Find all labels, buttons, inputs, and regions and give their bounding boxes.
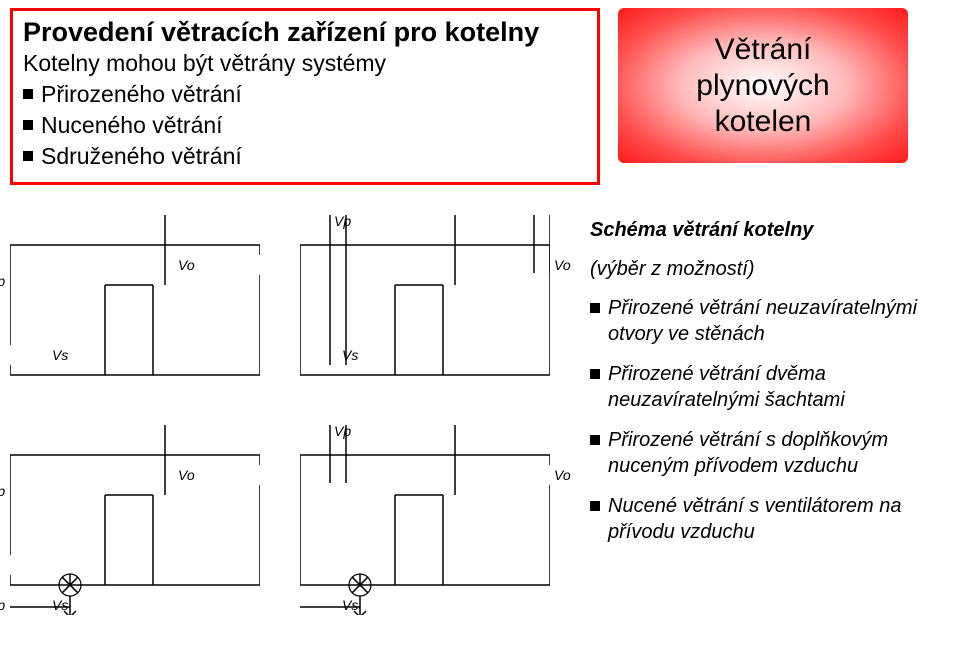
diagram-3: Vp Vp Vs Vo xyxy=(10,425,260,615)
description-item: Přirozené větrání neuzavíratelnými otvor… xyxy=(590,295,950,347)
label-vp: Vp xyxy=(0,483,5,499)
label-vo: Vo xyxy=(178,467,195,483)
badge-line: Větrání xyxy=(715,33,812,66)
diagrams-column: Vp Vs Vo Vp Vs Vo Vp Vp Vs Vo xyxy=(10,215,550,615)
description-column: Schéma větrání kotelny (výběr z možností… xyxy=(590,215,950,615)
subtitle: Kotelny mohou být větrány systémy xyxy=(23,50,587,77)
description-item: Přirozené větrání dvěma neuzavíratelnými… xyxy=(590,361,950,413)
diagram-1: Vp Vs Vo xyxy=(10,215,260,385)
header-bullet: Přirozeného větrání xyxy=(23,79,587,110)
badge-line: plynových xyxy=(696,69,829,102)
title-box: Provedení větracích zařízení pro kotelny… xyxy=(10,8,600,185)
label-vs: Vs xyxy=(52,347,68,363)
main-title: Provedení větracích zařízení pro kotelny xyxy=(23,17,587,48)
topic-badge: Větrání plynových kotelen xyxy=(618,8,908,163)
description-item: Přirozené větrání s doplňkovým nuceným p… xyxy=(590,427,950,479)
label-vp: Vp xyxy=(334,423,351,439)
description-title: Schéma větrání kotelny xyxy=(590,219,950,242)
header-bullet: Sdruženého větrání xyxy=(23,141,587,172)
label-vo: Vo xyxy=(178,257,195,273)
label-vp: Vp xyxy=(334,213,351,229)
label-vo: Vo xyxy=(554,467,571,483)
badge-line: kotelen xyxy=(715,105,812,138)
description-subtitle: (výběr z možností) xyxy=(590,258,950,281)
diagram-4: Vp Vs Vo xyxy=(300,425,550,615)
description-item: Nucené větrání s ventilátorem na přívodu… xyxy=(590,493,950,545)
label-vp: Vp xyxy=(0,597,5,613)
label-vs: Vs xyxy=(52,597,68,613)
label-vp: Vp xyxy=(0,273,5,289)
label-vo: Vo xyxy=(554,257,571,273)
header-bullets: Přirozeného větrání Nuceného větrání Sdr… xyxy=(23,79,587,172)
label-vs: Vs xyxy=(342,347,358,363)
header-bullet: Nuceného větrání xyxy=(23,110,587,141)
label-vs: Vs xyxy=(342,597,358,613)
description-list: Přirozené větrání neuzavíratelnými otvor… xyxy=(590,295,950,545)
diagram-2: Vp Vs Vo xyxy=(300,215,550,385)
